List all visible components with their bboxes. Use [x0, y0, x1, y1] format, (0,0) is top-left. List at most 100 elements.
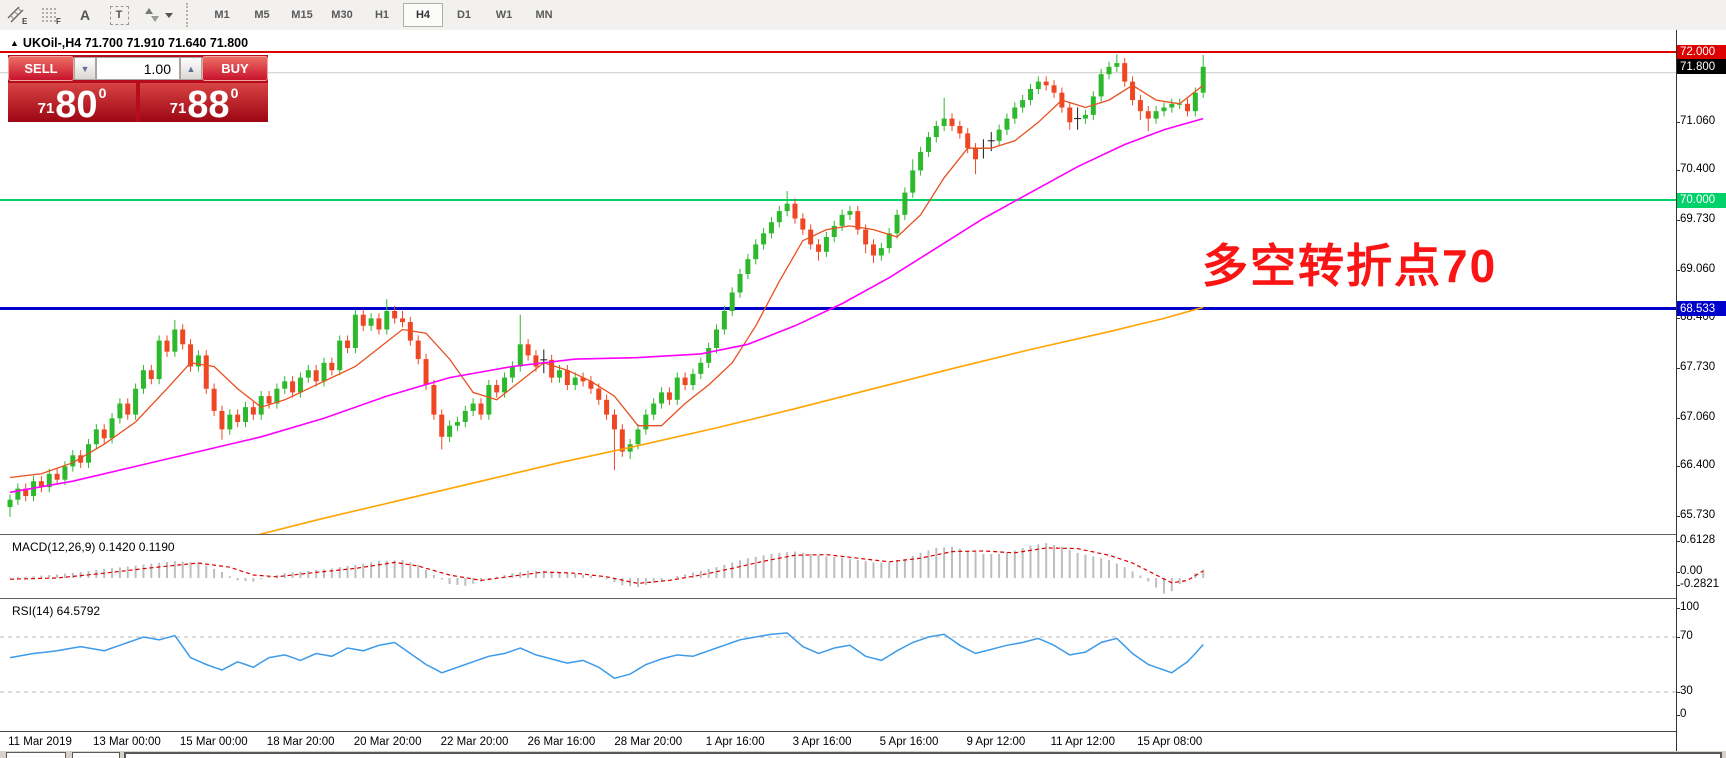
price-tick-label: 67.730: [1677, 361, 1715, 373]
one-click-trading-panel: SELL ▼ ▲ BUY 71 80 0 71 88 0: [8, 55, 268, 126]
rsi-canvas[interactable]: [0, 601, 1676, 731]
macd-histogram: [9, 543, 1205, 594]
volume-input[interactable]: [96, 57, 180, 80]
macd-axis-label: 0.6128: [1677, 534, 1715, 546]
price-marker-68.533: 68.533: [1677, 301, 1726, 317]
axis-tick: [1677, 692, 1680, 693]
fibonacci-icon: F: [42, 8, 61, 25]
ma-fast-line: [9, 84, 1204, 479]
axis-tick: [1677, 219, 1680, 221]
time-axis-label: 9 Apr 12:00: [966, 736, 1026, 748]
volume-decrease-button[interactable]: ▼: [74, 57, 96, 80]
buy-button[interactable]: BUY: [202, 56, 268, 81]
time-axis-label: 18 Mar 20:00: [266, 736, 335, 748]
macd-signal-line: [9, 547, 1204, 585]
toolbar: E F A T M1 M5 M15 M30 H1 H4 D1 W1 MN: [0, 0, 1726, 31]
text-label-tool-button[interactable]: A: [70, 3, 100, 27]
time-axis[interactable]: 11 Mar 2019 13 Mar 00:00 15 Mar 00:00 18 Ma…: [0, 731, 1676, 752]
axis-tick: [1677, 318, 1680, 320]
price-tick-label: 67.060: [1677, 411, 1715, 423]
time-axis-label: 15 Mar 00:00: [179, 736, 248, 748]
price-tick-label: 71.060: [1677, 115, 1715, 127]
rsi-label: RSI(14) 64.5792: [12, 604, 101, 618]
macd-label: MACD(12,26,9) 0.1420 0.1190: [12, 540, 175, 554]
buy-price-prefix: 71: [169, 100, 187, 117]
timeframe-button-m15[interactable]: M15: [291, 9, 313, 21]
timeframe-button-m30[interactable]: M30: [331, 9, 353, 21]
sell-button[interactable]: SELL: [8, 56, 74, 81]
equidistant-channel-tool-button[interactable]: E: [2, 3, 32, 27]
axis-tick: [1677, 585, 1680, 586]
timeframe-button-m1[interactable]: M1: [214, 9, 230, 21]
time-axis-label: 22 Mar 20:00: [440, 736, 509, 748]
price-marker-70.000: 70.000: [1677, 192, 1726, 208]
chart-tab-active[interactable]: [124, 752, 1722, 758]
collapse-triangle-icon[interactable]: ▲: [10, 38, 19, 48]
chart-tab[interactable]: [72, 752, 120, 758]
timeframe-button-h1[interactable]: H1: [374, 9, 390, 21]
rsi-panel: RSI(14) 64.5792: [0, 601, 1676, 731]
buy-price-button[interactable]: 71 88 0: [140, 83, 268, 126]
price-axis[interactable]: 71.73071.06070.40069.73069.06068.40067.7…: [1676, 30, 1726, 751]
ma-mid-line: [9, 117, 1204, 494]
price-tick-label: 65.730: [1677, 509, 1715, 521]
chart-tab[interactable]: [6, 752, 66, 758]
trade-panel-top-row: SELL ▼ ▲ BUY: [8, 55, 268, 82]
sell-price-button[interactable]: 71 80 0: [8, 83, 136, 126]
sell-price-big: 80: [55, 84, 98, 126]
price-marker-72.000: 72.000: [1677, 44, 1726, 60]
timeframe-button-mn[interactable]: MN: [535, 9, 553, 21]
price-chart-panel: ▲ UKOil-,H4 71.700 71.910 71.640 71.800 多…: [0, 30, 1676, 534]
axis-tick: [1677, 637, 1680, 638]
chart-title: ▲ UKOil-,H4 71.700 71.910 71.640 71.800: [10, 36, 249, 50]
time-axis-label: 3 Apr 16:00: [792, 736, 852, 748]
rsi-axis-label: 0: [1677, 708, 1686, 720]
price-tick-label: 69.730: [1677, 213, 1715, 225]
volume-increase-button[interactable]: ▲: [180, 57, 202, 80]
axis-tick: [1677, 571, 1680, 573]
buy-price-big: 88: [187, 84, 230, 126]
equidistant-channel-icon: E: [7, 6, 28, 25]
axis-tick: [1677, 715, 1680, 716]
price-tick-label: 66.400: [1677, 459, 1715, 471]
arrow-objects-tool-button[interactable]: [138, 3, 178, 27]
time-axis-label: 15 Apr 08:00: [1137, 736, 1203, 748]
rsi-axis-label: 70: [1677, 630, 1693, 642]
timeframe-button-w1[interactable]: W1: [495, 9, 513, 21]
timeframe-button-d1[interactable]: D1: [456, 9, 472, 21]
time-axis-label: 28 Mar 20:00: [614, 736, 683, 748]
timeframe-button-h4[interactable]: H4: [403, 3, 443, 27]
price-marker-71.800: 71.800: [1677, 59, 1726, 75]
time-axis-label: 5 Apr 16:00: [879, 736, 939, 748]
macd-axis-label: -0.2821: [1677, 578, 1719, 590]
buy-price-sup: 0: [230, 85, 239, 101]
ma-slow-line: [257, 306, 1204, 534]
chart-annotation-text: 多空转折点70: [1202, 240, 1498, 292]
macd-axis-label: 0.00: [1677, 565, 1702, 577]
price-tick-label: 69.060: [1677, 263, 1715, 275]
rsi-axis-label: 100: [1677, 601, 1699, 613]
price-chart-canvas[interactable]: [0, 30, 1676, 534]
axis-tick: [1677, 541, 1680, 542]
axis-tick: [1677, 417, 1680, 419]
axis-tick: [1677, 269, 1680, 271]
rsi-line: [9, 632, 1204, 680]
bottom-tab-strip: [0, 751, 1726, 758]
text-tool-button[interactable]: T: [104, 3, 134, 27]
text-label-icon: A: [79, 7, 91, 23]
time-axis-label: 20 Mar 20:00: [353, 736, 422, 748]
sell-price-prefix: 71: [37, 100, 55, 117]
sell-price-sup: 0: [98, 85, 107, 101]
time-axis-label: 1 Apr 16:00: [705, 736, 765, 748]
axis-tick: [1677, 515, 1680, 517]
rsi-axis-label: 30: [1677, 685, 1693, 697]
svg-text:F: F: [56, 17, 61, 25]
timeframe-button-m5[interactable]: M5: [254, 9, 270, 21]
macd-canvas[interactable]: [0, 537, 1676, 598]
svg-text:E: E: [22, 17, 28, 25]
time-axis-label: 13 Mar 00:00: [93, 736, 161, 748]
macd-panel: MACD(12,26,9) 0.1420 0.1190: [0, 537, 1676, 598]
axis-tick: [1677, 608, 1680, 609]
fibonacci-tool-button[interactable]: F: [36, 3, 66, 27]
